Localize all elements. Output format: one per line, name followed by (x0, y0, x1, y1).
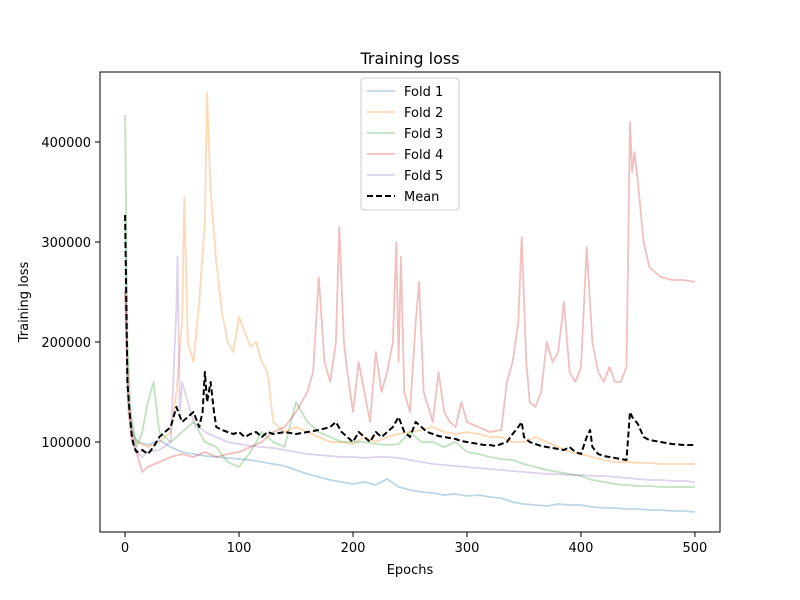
plot-frame (99, 71, 721, 533)
y-tick-label: 300000 (41, 236, 91, 251)
series-line-mean (124, 214, 695, 461)
series-line-fold-3 (124, 114, 695, 488)
y-tick-label: 400000 (41, 136, 91, 151)
x-tick-label: 400 (569, 541, 594, 556)
y-tick-label: 200000 (41, 336, 91, 351)
x-axis: 0 100 200 300 400 500 (121, 532, 707, 556)
legend-label: Fold 2 (404, 106, 443, 121)
x-tick-label: 100 (227, 541, 252, 556)
legend-label: Fold 4 (404, 148, 443, 163)
series-line-fold-2 (124, 91, 695, 465)
legend-label: Fold 1 (404, 85, 443, 100)
x-tick-label: 300 (455, 541, 480, 556)
x-tick-label: 200 (341, 541, 366, 556)
chart-title: Training loss (359, 49, 459, 68)
x-tick-label: 0 (121, 541, 129, 556)
y-axis: 100000 200000 300000 400000 (41, 136, 100, 451)
series-line-fold-1 (124, 216, 695, 513)
legend-label: Fold 5 (404, 169, 443, 184)
legend: Fold 1 Fold 2 Fold 3 Fold 4 Fold 5 Mean (360, 77, 460, 211)
series-line-fold-4 (124, 121, 696, 473)
legend-label: Fold 3 (404, 127, 443, 142)
legend-box (360, 77, 460, 211)
x-axis-label: Epochs (387, 563, 434, 578)
legend-label: Mean (404, 190, 439, 205)
x-tick-label: 500 (683, 541, 708, 556)
series-group (124, 91, 696, 513)
series-line-fold-5 (124, 256, 695, 483)
y-axis-label: Training loss (17, 262, 32, 344)
y-tick-label: 100000 (41, 436, 91, 451)
